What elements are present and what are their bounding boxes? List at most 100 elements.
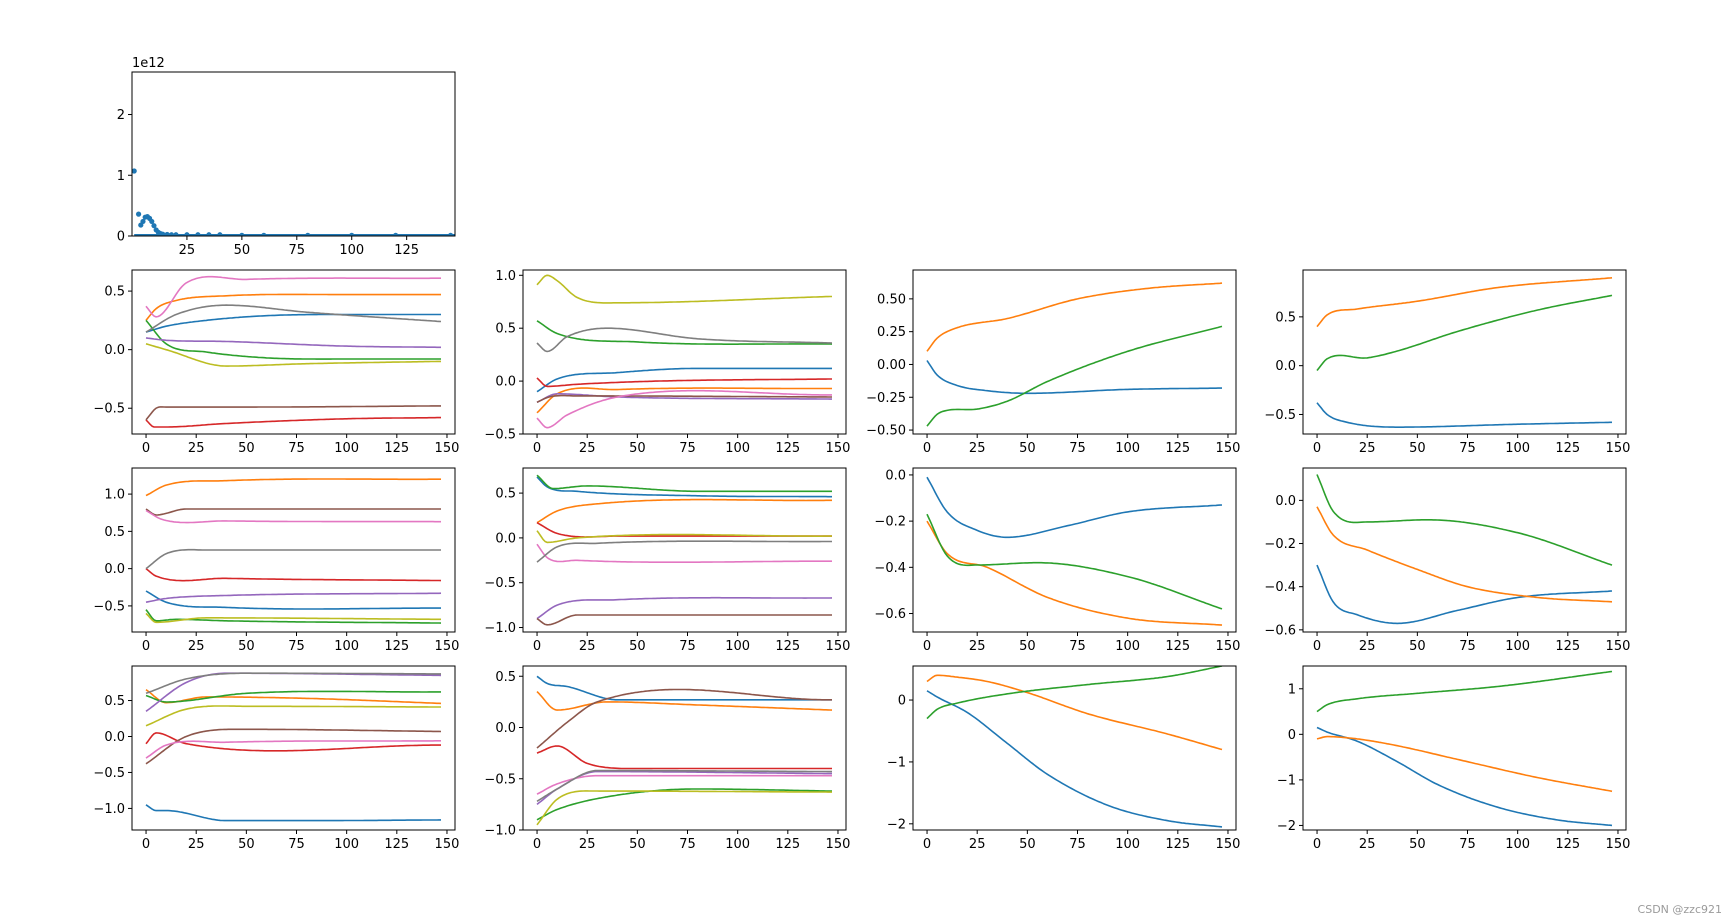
x-tick-label: 25	[188, 441, 205, 456]
x-tick-label: 25	[188, 639, 205, 654]
y-tick-label: 0.5	[495, 670, 516, 685]
series-line-s5	[536, 392, 832, 404]
x-tick-label: 150	[1606, 837, 1631, 852]
series-line-s7	[536, 389, 832, 429]
series-line-s5	[536, 596, 833, 620]
series-line-s6	[536, 614, 832, 626]
series-line-s1	[926, 476, 1223, 539]
y-tick-label: −0.5	[93, 599, 125, 614]
x-tick-label: 150	[1216, 639, 1241, 654]
x-tick-label: 25	[188, 837, 205, 852]
series-line-s7	[536, 543, 832, 564]
series-line-s3	[145, 609, 442, 624]
series-line-s2	[145, 478, 441, 497]
x-tick-label: 150	[1606, 639, 1631, 654]
x-tick-label: 0	[142, 441, 150, 456]
chart-panel-r2c3: 0 25 50 75 100 125 150 0.50 0.25 0.00 −0.25 −0.50	[866, 269, 1240, 456]
x-tick-label: 150	[435, 639, 460, 654]
x-tick-label: 25	[579, 639, 596, 654]
chart-panel-r3c2: 0 25 50 75 100 125 150 0.5 0.0 −0.5 −1.0	[484, 467, 850, 654]
plot-area	[536, 675, 833, 826]
scatter-point	[448, 232, 454, 236]
x-tick-label: 75	[288, 837, 305, 852]
y-tick-label: 0.5	[104, 694, 125, 709]
x-tick-label: 25	[179, 243, 196, 258]
y-tick-label: 0.50	[877, 292, 906, 307]
scatter-point	[239, 232, 245, 236]
chart-panel-r2c2: 0 25 50 75 100 125 150 1.0 0.5 0.0 −0.5	[484, 269, 850, 456]
axes-frame	[522, 665, 847, 831]
series-line-s3	[536, 474, 832, 493]
x-tick-label: 125	[1555, 441, 1580, 456]
chart-panel-r4c4: 0 25 50 75 100 125 150 1 0 −1 −2	[1277, 665, 1631, 852]
x-tick-label: 75	[1069, 441, 1086, 456]
x-tick-label: 0	[142, 837, 150, 852]
y-tick-label: 0.0	[885, 468, 906, 483]
scatter-point	[151, 223, 157, 229]
chart-panel-r3c3: 0 25 50 75 100 125 150 0.0 −0.2 −0.4 −0.6	[874, 467, 1241, 654]
scatter-point	[140, 218, 146, 225]
y-tick-label: −0.5	[1264, 408, 1296, 423]
y-tick-label: 0.5	[495, 322, 516, 337]
series-line-s1	[536, 476, 832, 498]
x-tick-label: 75	[288, 441, 305, 456]
x-tick-label: 125	[1555, 639, 1580, 654]
series-line-s6	[145, 728, 442, 765]
x-tick-label: 0	[142, 639, 150, 654]
x-tick-label: 125	[384, 837, 409, 852]
scatter-point	[217, 232, 223, 236]
series-line-s8	[536, 769, 832, 802]
x-tick-label: 100	[334, 639, 359, 654]
series-line-s6	[145, 508, 441, 516]
series-line-s1	[536, 675, 832, 701]
x-tick-label: 75	[1459, 639, 1476, 654]
y-tick-label: 1.0	[104, 488, 125, 503]
series-line-s2	[1316, 735, 1613, 793]
series-line-s3	[926, 666, 1223, 720]
series-line-s2	[536, 691, 833, 711]
scatter-point	[173, 232, 179, 236]
series-line-s9	[145, 343, 441, 367]
x-tick-label: 75	[1069, 639, 1086, 654]
series-line-s9	[145, 705, 441, 727]
series-line-s6	[536, 688, 832, 749]
series-line-s8	[145, 304, 442, 333]
x-tick-label: 25	[969, 837, 986, 852]
series-line-s9	[536, 790, 832, 826]
chart-panel-r4c3: 0 25 50 75 100 125 150 0 −1 −2	[887, 665, 1240, 852]
series-line-s3	[536, 320, 833, 346]
plot-area	[536, 474, 833, 626]
y-tick-label: 0.25	[877, 325, 906, 340]
y-tick-label: 1.0	[495, 269, 516, 284]
series-line-s3	[145, 319, 441, 360]
chart-panel-r2c1: 0 25 50 75 100 125 150 0.5 0.0 −0.5	[93, 269, 459, 456]
axes-frame	[1302, 665, 1627, 831]
series-line-s8	[536, 327, 833, 353]
y-tick-label: −0.5	[484, 428, 516, 443]
series-line-s1	[1316, 726, 1613, 827]
x-tick-label: 100	[1115, 837, 1140, 852]
y-tick-label: −0.4	[874, 561, 906, 576]
x-tick-label: 50	[234, 243, 251, 258]
plot-area	[145, 478, 442, 624]
series-line-s3	[1316, 474, 1613, 566]
y-tick-label: 0	[1288, 728, 1296, 743]
x-tick-label: 75	[1069, 837, 1086, 852]
y-tick-label: 0.5	[104, 525, 125, 540]
x-tick-label: 75	[679, 639, 696, 654]
y-tick-label: 1	[117, 169, 125, 184]
y-tick-label: −2	[887, 817, 906, 832]
y-tick-label: −0.6	[1264, 623, 1296, 638]
plot-area	[926, 476, 1223, 626]
x-tick-label: 75	[1459, 441, 1476, 456]
scatter-point	[261, 232, 267, 236]
x-tick-label: 125	[394, 243, 419, 258]
series-line-s2	[536, 387, 832, 414]
series-line-s3	[536, 788, 832, 821]
plot-area	[145, 275, 442, 428]
y-tick-label: 2	[117, 108, 125, 123]
x-tick-label: 100	[1115, 639, 1140, 654]
series-line-s8	[145, 672, 441, 695]
series-line-s2	[1316, 277, 1613, 328]
